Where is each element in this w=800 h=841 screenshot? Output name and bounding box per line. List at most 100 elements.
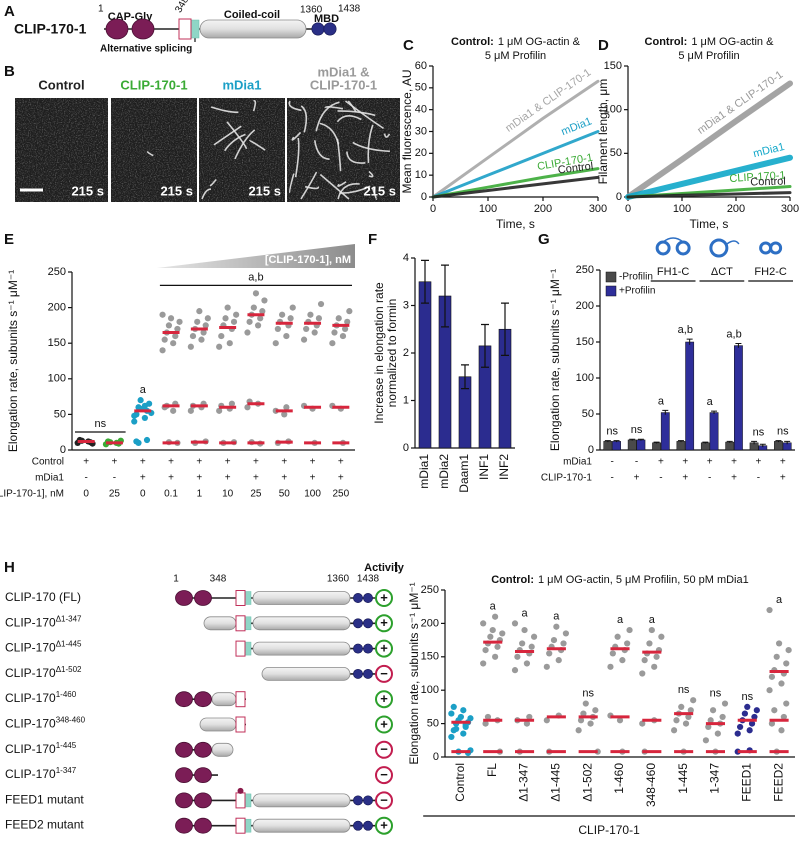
data-point [734, 730, 741, 737]
title-bold: Control: [491, 574, 534, 586]
filament [346, 151, 366, 164]
construct-name: CLIP-170 [5, 641, 56, 655]
activity-badge [375, 690, 393, 709]
activity: + [380, 641, 388, 656]
data-point [272, 340, 279, 347]
data-point [489, 626, 496, 634]
row-cell: + [281, 473, 287, 484]
data-point [448, 710, 455, 717]
row-cell: - [708, 473, 711, 484]
activity: + [380, 691, 388, 706]
data-point [619, 657, 626, 664]
data-point [244, 329, 251, 336]
filament [336, 115, 362, 123]
coiled-coil [252, 793, 351, 808]
data-point [737, 723, 744, 731]
data-point [281, 411, 288, 418]
row-cell: + [112, 457, 118, 468]
construct-range: 1-460 [56, 690, 77, 699]
filament [315, 101, 340, 132]
position: 1438 [357, 574, 380, 585]
error-bar [637, 438, 644, 441]
domain-label: Coiled-coil [224, 9, 280, 21]
y-tick-label: 50 [610, 147, 622, 159]
annotation: Alternative splicing [100, 44, 192, 55]
error-bar [481, 323, 489, 368]
data-point [670, 727, 678, 734]
y-tick-label: 4 [403, 252, 409, 264]
data-point [250, 304, 257, 311]
construct-label: CLIP-170Δ1-502 [5, 665, 82, 681]
error-bar [784, 440, 791, 445]
mbd [353, 795, 363, 806]
error-bar [702, 441, 709, 444]
annotation: a [490, 601, 497, 613]
data-point [228, 400, 235, 407]
position: 1 [173, 574, 179, 585]
annotation: ns [753, 426, 765, 438]
data-point [261, 297, 268, 304]
filament [367, 124, 374, 163]
data-point [719, 713, 726, 721]
row-cell: + [253, 457, 259, 468]
chart-title: Control: 1 μM OG-actin & [645, 36, 775, 48]
legend-swatch [605, 271, 617, 283]
data-point [346, 308, 353, 315]
data-point [317, 300, 325, 308]
data-point [702, 737, 710, 744]
y-tick-label: 150 [421, 651, 439, 663]
mutation [237, 787, 244, 794]
data-point [233, 311, 240, 318]
domain-label: MBD [314, 13, 339, 25]
construct-icon [726, 240, 740, 245]
annotation: ns [94, 418, 106, 430]
data-point [141, 414, 148, 422]
filament [313, 140, 330, 160]
annotation: ns [710, 687, 722, 699]
x-tick-label: 100 [479, 203, 497, 215]
data-point [257, 315, 264, 322]
series-label: CLIP-170-1 [729, 169, 786, 185]
y-tick-label: 250 [48, 266, 66, 278]
data-point [771, 707, 778, 714]
annotation: a [649, 614, 656, 626]
data-point [521, 626, 528, 634]
x-tick-label: 100 [673, 203, 691, 215]
mbd [353, 618, 363, 629]
y-tick-label: 10 [415, 169, 427, 181]
data-point [460, 707, 467, 714]
panel-label: A [4, 3, 15, 20]
filament [146, 150, 154, 157]
data-point [165, 322, 173, 329]
data-point [274, 325, 281, 333]
protein-name: CLIP-170-1 [14, 21, 87, 37]
construct-name: CLIP-170 [5, 615, 56, 629]
y-tick-label: 100 [604, 104, 622, 116]
series-line [431, 130, 600, 199]
filament [383, 133, 391, 138]
time-label: 215 s [71, 183, 104, 198]
data-point [331, 329, 338, 336]
y-tick-label: 100 [48, 373, 66, 385]
data-point [555, 657, 562, 664]
annotation: a,b [726, 328, 741, 340]
cap-gly [194, 741, 212, 758]
data-point [170, 407, 177, 414]
data-point [307, 311, 314, 318]
coiled-coil [199, 19, 307, 39]
construct-icon [662, 237, 684, 243]
data-point [289, 304, 296, 311]
error-bar [613, 440, 620, 443]
x-tick-label: 200 [727, 203, 745, 215]
bar [652, 442, 661, 451]
panel-label: D [598, 37, 609, 54]
data-point [528, 643, 535, 650]
y-tick-label: 200 [48, 302, 66, 314]
row-cell: 50 [279, 489, 291, 500]
row-cell: + [731, 457, 737, 468]
row-cell: + [310, 473, 316, 484]
time-label: 215 s [248, 183, 281, 198]
feed-box [235, 615, 246, 632]
row-label: [CLIP-170-1], nM [0, 489, 64, 500]
